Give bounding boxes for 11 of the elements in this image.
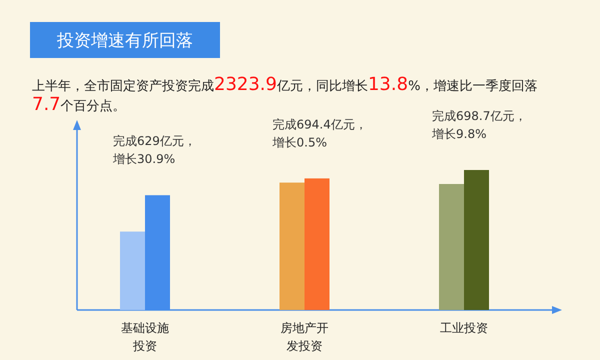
bar: [439, 184, 464, 310]
x-tick-label: 工业投资: [440, 321, 488, 335]
x-tick-label: 基础设施投资: [121, 321, 169, 353]
bar: [120, 232, 145, 310]
text: 完成629亿元，增长30.9%: [112, 134, 196, 166]
chart-title: 投资增速有所回落: [56, 31, 193, 51]
text: 完成694.4亿元，增长0.5%: [272, 117, 367, 150]
bar: [280, 182, 304, 310]
bar: [304, 178, 330, 310]
x-tick-label: 房地产开发投资: [280, 321, 328, 353]
bar: [464, 170, 489, 310]
